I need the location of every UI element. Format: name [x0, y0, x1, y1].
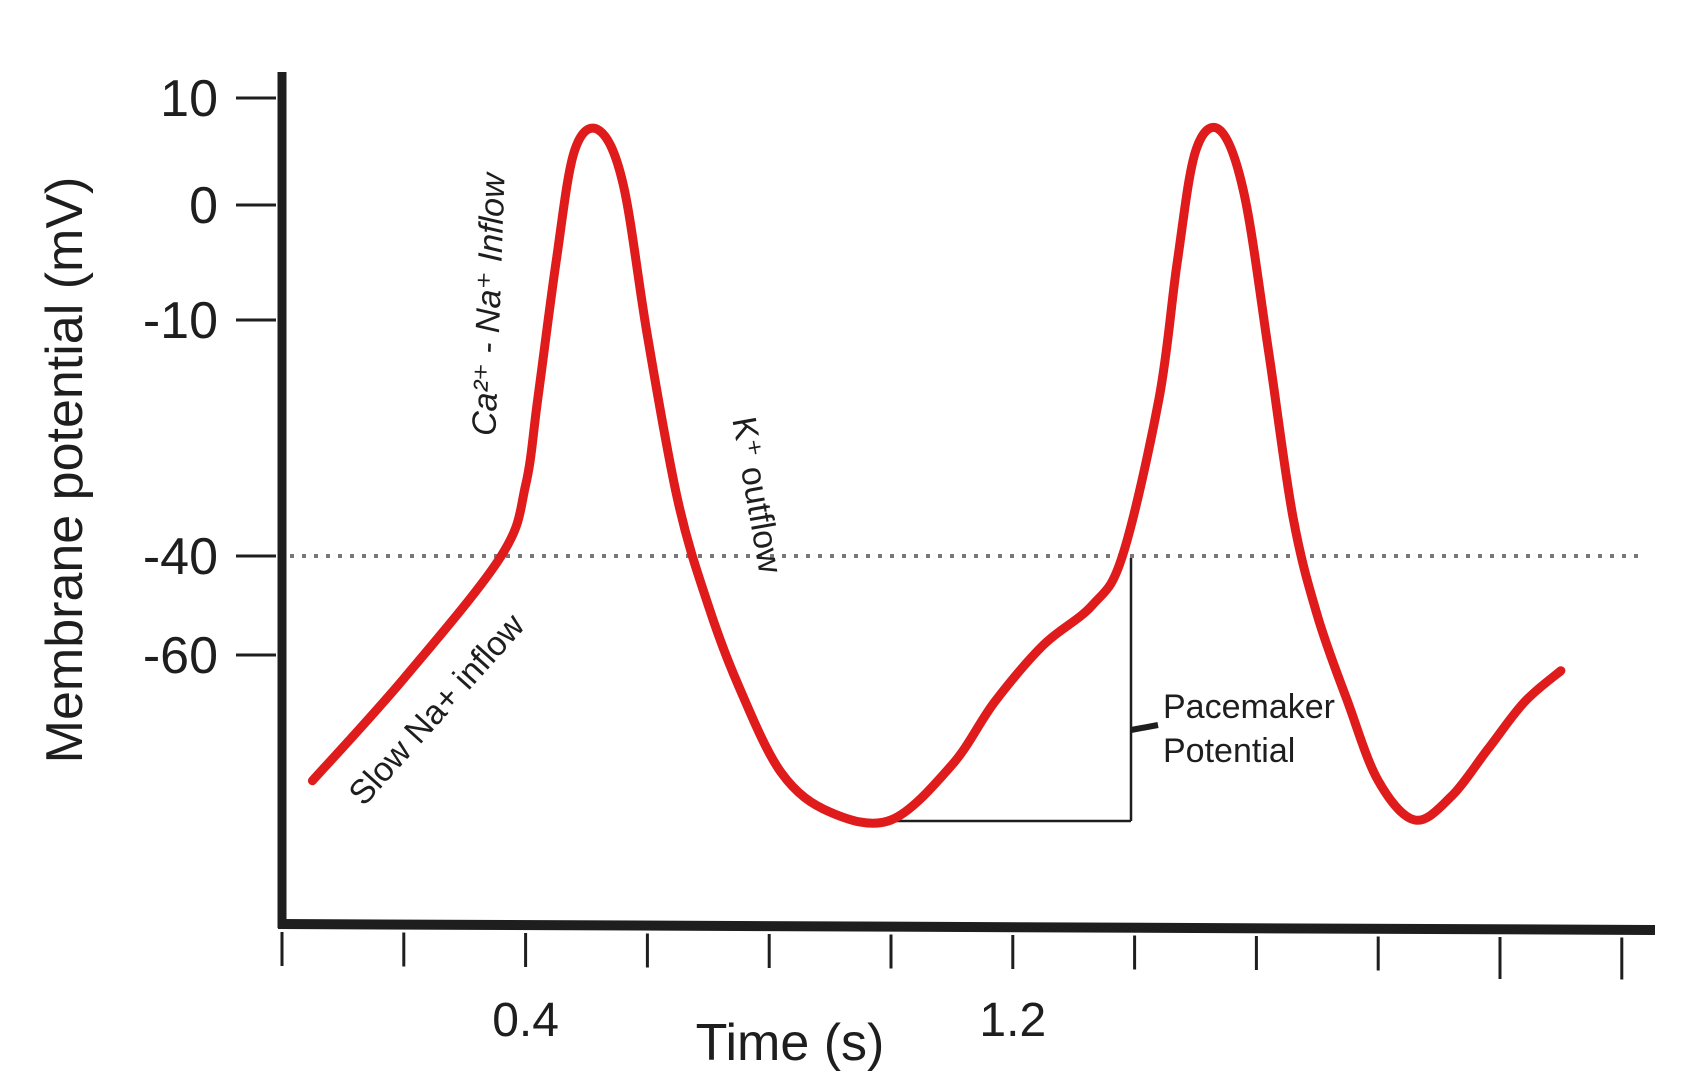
y-tick-label: -40: [143, 528, 218, 586]
annotation-ca-na-inflow: Ca²⁺ - Na⁺ Inflow: [465, 170, 512, 436]
x-axis-line: [277, 919, 1656, 935]
x-ticks: 0.4 1.2: [280, 932, 1624, 1047]
x-tick-label: 1.2: [979, 994, 1046, 1047]
membrane-potential-trace: [307, 122, 1566, 828]
annotation-potential: Potential: [1163, 732, 1295, 770]
annotation-pacemaker: Pacemaker: [1163, 688, 1335, 726]
y-tick-label: -60: [143, 627, 218, 685]
y-tick-label: -10: [143, 292, 218, 350]
x-axis-label: Time (s): [696, 1014, 885, 1072]
y-tick-label: 0: [189, 177, 218, 235]
pacemaker-bracket: [878, 558, 1159, 823]
y-axis-label: Membrane potential (mV): [36, 177, 94, 764]
annotation-k-outflow: K⁺ outflow: [724, 414, 789, 576]
y-tick-label: 10: [160, 70, 218, 128]
y-ticks: 10 0 -10 -40 -60: [143, 70, 276, 685]
x-tick-label: 0.4: [492, 994, 559, 1047]
